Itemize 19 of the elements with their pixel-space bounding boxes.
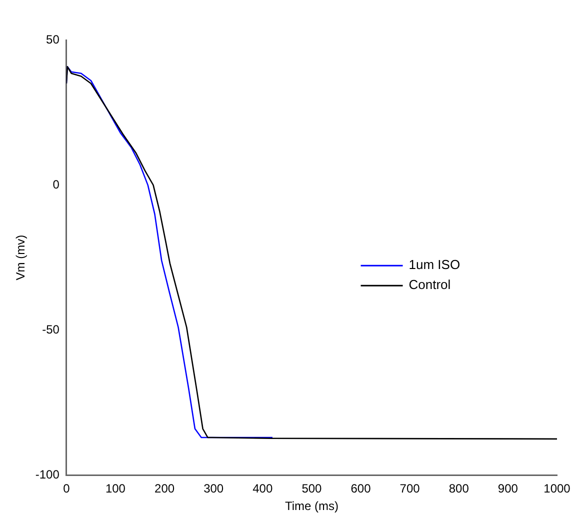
y-tick-label: -100 (35, 468, 60, 482)
y-axis-title: Vm (mv) (14, 234, 28, 280)
y-tick-label: -50 (42, 322, 60, 336)
x-tick-label: 900 (498, 482, 518, 496)
x-tick-label: 400 (252, 482, 273, 496)
x-axis-title: Time (ms) (284, 499, 338, 514)
x-tick-label: 500 (302, 482, 322, 496)
x-tick-label: 0 (63, 482, 70, 496)
x-tick-label: 800 (448, 482, 470, 496)
x-tick-label: 600 (350, 482, 372, 496)
y-tick-label: 50 (46, 32, 60, 46)
x-tick-label: 1000 (544, 482, 571, 496)
x-tick-label: 100 (105, 482, 126, 496)
legend-label: Control (408, 277, 451, 292)
legend-label: 1um ISO (408, 257, 460, 272)
y-tick-label: 0 (52, 177, 60, 192)
x-tick-label: 700 (400, 482, 420, 496)
x-tick-label: 200 (154, 482, 175, 496)
x-tick-label: 300 (204, 482, 224, 496)
